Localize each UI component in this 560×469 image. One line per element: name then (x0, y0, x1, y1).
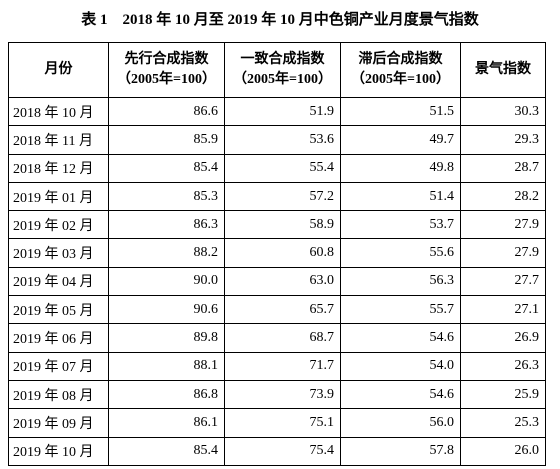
header-text: （2005年=100） (117, 72, 216, 87)
table-row: 2019 年 09 月 86.1 75.1 56.0 25.3 (8, 408, 546, 438)
value-cell: 26.9 (460, 323, 546, 353)
value-cell: 71.7 (224, 351, 341, 381)
value-cell: 55.6 (340, 238, 461, 268)
month-cell: 2019 年 07 月 (8, 351, 109, 381)
header-cell: 滞后合成指数 （2005年=100） (340, 42, 461, 98)
header-cell: 月份 (8, 42, 109, 98)
value-cell: 54.6 (340, 323, 461, 353)
value-cell: 60.8 (224, 238, 341, 268)
value-cell: 86.6 (108, 96, 225, 127)
value-cell: 86.8 (108, 379, 225, 410)
header-text: 先行合成指数 (124, 52, 209, 67)
month-cell: 2019 年 03 月 (8, 238, 109, 268)
table-row: 2018 年 10 月 86.6 51.9 51.5 30.3 (8, 96, 546, 127)
value-cell: 86.1 (108, 408, 225, 438)
value-cell: 88.1 (108, 351, 225, 381)
month-cell: 2019 年 10 月 (8, 436, 109, 466)
header-text: （2005年=100） (351, 72, 450, 87)
value-cell: 27.9 (460, 238, 546, 268)
value-cell: 51.5 (340, 96, 461, 127)
value-cell: 51.9 (224, 96, 341, 127)
value-cell: 56.3 (340, 266, 461, 297)
value-cell: 51.4 (340, 181, 461, 212)
header-cell: 先行合成指数 （2005年=100） (108, 42, 225, 98)
month-cell: 2019 年 08 月 (8, 379, 109, 410)
value-cell: 75.1 (224, 408, 341, 438)
value-cell: 30.3 (460, 96, 546, 127)
header-row: 月份 先行合成指数 （2005年=100） 一致合成指数 （2005年=100） 滞后合成… (8, 42, 546, 98)
table-title: 表 1 2018 年 10 月至 2019 年 10 月中色铜产业月度景气指数 (81, 12, 479, 28)
header-text: 月份 (44, 62, 73, 77)
value-cell: 53.7 (340, 210, 461, 240)
value-cell: 55.4 (224, 153, 341, 183)
header-text: （2005年=100） (233, 72, 332, 87)
month-cell: 2019 年 01 月 (8, 181, 109, 212)
month-cell: 2019 年 04 月 (8, 266, 109, 297)
table-row: 2019 年 07 月 88.1 71.7 54.0 26.3 (8, 351, 546, 381)
table-row: 2019 年 06 月 89.8 68.7 54.6 26.9 (8, 323, 546, 353)
value-cell: 27.7 (460, 266, 546, 297)
value-cell: 68.7 (224, 323, 341, 353)
table-row: 2019 年 03 月 88.2 60.8 55.6 27.9 (8, 238, 546, 268)
month-cell: 2018 年 10 月 (8, 96, 109, 127)
value-cell: 29.3 (460, 125, 546, 155)
header-text: 景气指数 (475, 62, 531, 77)
value-cell: 28.2 (460, 181, 546, 212)
header-text: 一致合成指数 (240, 52, 325, 67)
value-cell: 90.0 (108, 266, 225, 297)
value-cell: 57.8 (340, 436, 461, 466)
value-cell: 28.7 (460, 153, 546, 183)
value-cell: 55.7 (340, 295, 461, 325)
value-cell: 53.6 (224, 125, 341, 155)
value-cell: 58.9 (224, 210, 341, 240)
value-cell: 90.6 (108, 295, 225, 325)
value-cell: 25.9 (460, 379, 546, 410)
header-cell: 一致合成指数 （2005年=100） (224, 42, 341, 98)
table-row: 2018 年 12 月 85.4 55.4 49.8 28.7 (8, 153, 546, 183)
value-cell: 65.7 (224, 295, 341, 325)
value-cell: 49.7 (340, 125, 461, 155)
value-cell: 49.8 (340, 153, 461, 183)
table-row: 2019 年 01 月 85.3 57.2 51.4 28.2 (8, 181, 546, 212)
value-cell: 75.4 (224, 436, 341, 466)
table: 月份 先行合成指数 （2005年=100） 一致合成指数 （2005年=100） 滞后合成… (8, 42, 546, 466)
value-cell: 54.6 (340, 379, 461, 410)
value-cell: 85.9 (108, 125, 225, 155)
month-cell: 2019 年 02 月 (8, 210, 109, 240)
header-text: 滞后合成指数 (358, 52, 443, 67)
table-row: 2019 年 02 月 86.3 58.9 53.7 27.9 (8, 210, 546, 240)
table-row: 2019 年 10 月 85.4 75.4 57.8 26.0 (8, 436, 546, 466)
value-cell: 63.0 (224, 266, 341, 297)
table-row: 2019 年 04 月 90.0 63.0 56.3 27.7 (8, 266, 546, 297)
value-cell: 86.3 (108, 210, 225, 240)
value-cell: 27.1 (460, 295, 546, 325)
value-cell: 85.3 (108, 181, 225, 212)
value-cell: 57.2 (224, 181, 341, 212)
table-body: 2018 年 10 月 86.6 51.9 51.5 30.3 2018 年 11 月 85… (8, 96, 546, 466)
value-cell: 85.4 (108, 153, 225, 183)
month-cell: 2018 年 11 月 (8, 125, 109, 155)
value-cell: 88.2 (108, 238, 225, 268)
month-cell: 2019 年 05 月 (8, 295, 109, 325)
value-cell: 85.4 (108, 436, 225, 466)
value-cell: 73.9 (224, 379, 341, 410)
value-cell: 56.0 (340, 408, 461, 438)
table-row: 2019 年 08 月 86.8 73.9 54.6 25.9 (8, 379, 546, 410)
value-cell: 26.3 (460, 351, 546, 381)
value-cell: 26.0 (460, 436, 546, 466)
value-cell: 89.8 (108, 323, 225, 353)
value-cell: 25.3 (460, 408, 546, 438)
month-cell: 2018 年 12 月 (8, 153, 109, 183)
table-row: 2019 年 05 月 90.6 65.7 55.7 27.1 (8, 295, 546, 325)
value-cell: 54.0 (340, 351, 461, 381)
header-cell: 景气指数 (460, 42, 546, 98)
table-row: 2018 年 11 月 85.9 53.6 49.7 29.3 (8, 125, 546, 155)
value-cell: 27.9 (460, 210, 546, 240)
month-cell: 2019 年 06 月 (8, 323, 109, 353)
month-cell: 2019 年 09 月 (8, 408, 109, 438)
